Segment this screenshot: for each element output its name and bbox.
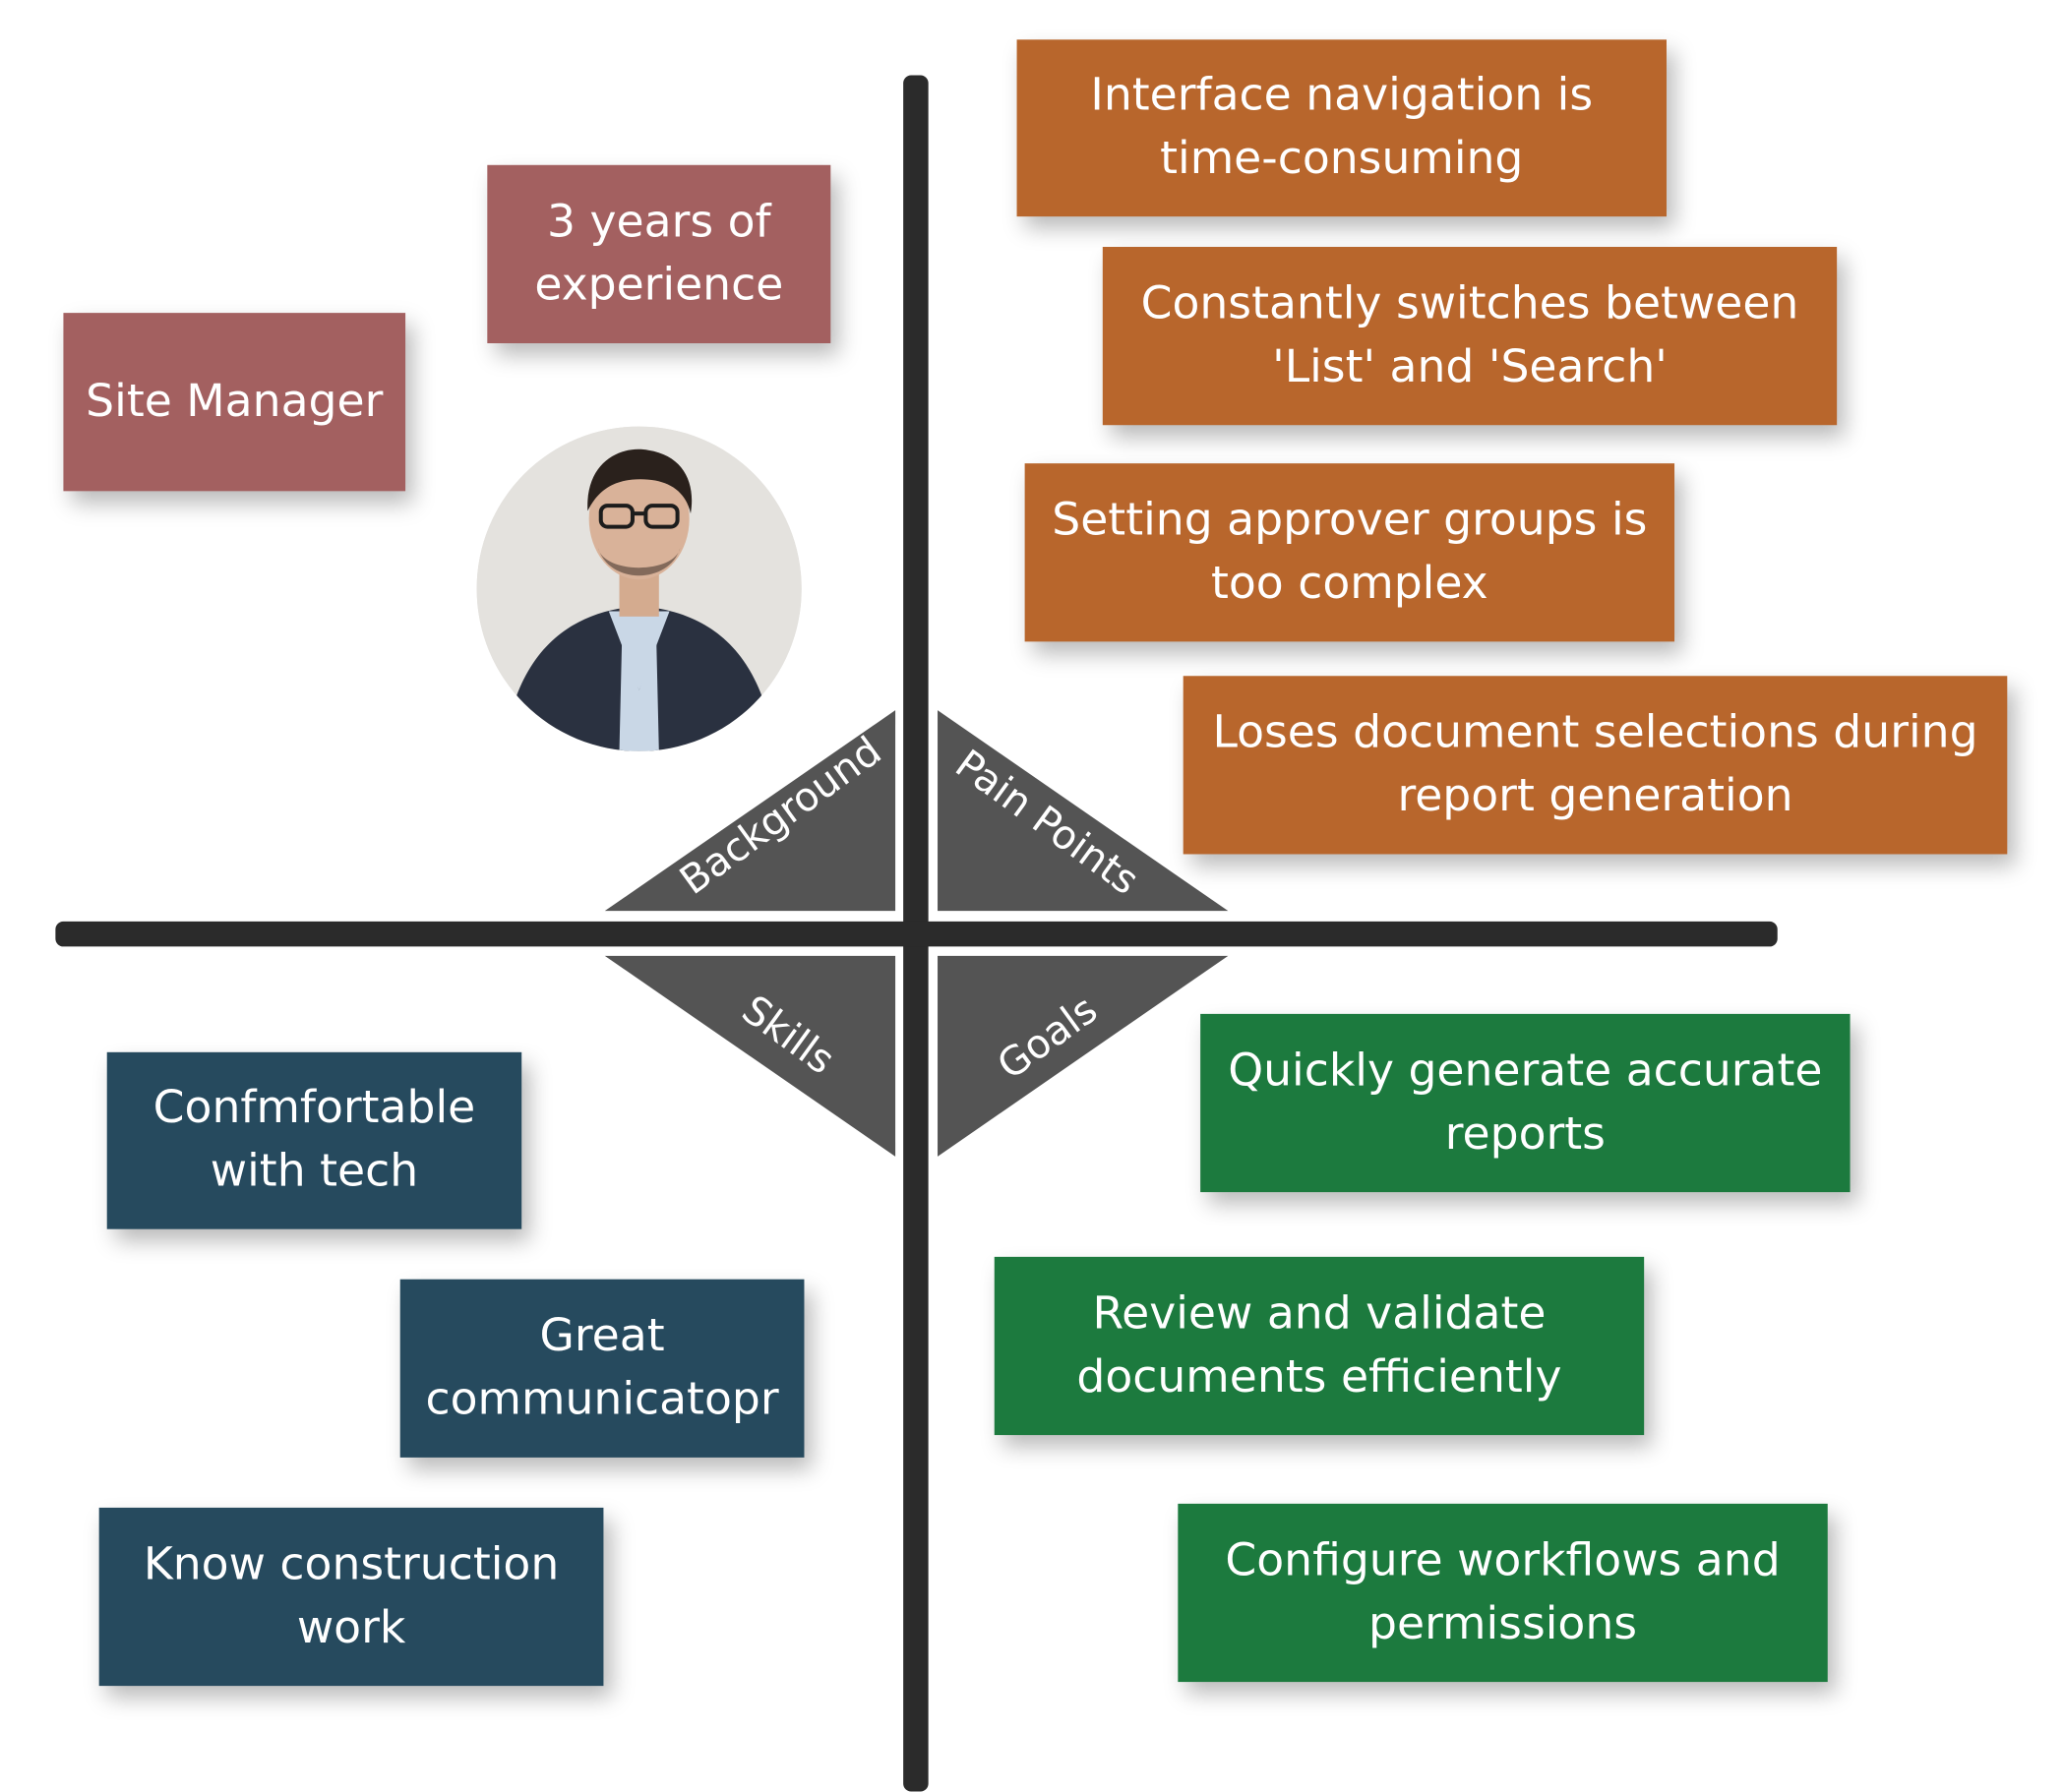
persona-avatar bbox=[476, 426, 802, 751]
background-card: Site Manager bbox=[63, 313, 406, 492]
goals-label-text: Goals bbox=[990, 987, 1106, 1089]
skill-card: Confmfortable with tech bbox=[106, 1051, 522, 1229]
persona-photo-icon bbox=[476, 426, 802, 751]
goal-card: Review and validate documents efficientl… bbox=[994, 1256, 1645, 1436]
pain-points-label-text: Pain Points bbox=[947, 742, 1147, 904]
goal-card: Configure workflows and permissions bbox=[1178, 1503, 1828, 1683]
skills-label-text: Skills bbox=[734, 987, 843, 1084]
skill-card: Know construction work bbox=[98, 1507, 604, 1687]
pain-point-card: Loses document selections during report … bbox=[1183, 676, 2008, 855]
goals-label: Goals bbox=[938, 955, 1229, 1157]
pain-point-card: Interface navigation is time-consuming bbox=[1016, 39, 1667, 217]
skill-card: Great communicatopr bbox=[399, 1279, 805, 1458]
pain-point-card: Constantly switches between 'List' and '… bbox=[1102, 247, 1838, 426]
pain-point-card: Setting approver groups is too complex bbox=[1024, 463, 1675, 642]
goal-card: Quickly generate accurate reports bbox=[1200, 1013, 1851, 1193]
background-label-text: Background bbox=[672, 729, 889, 904]
skills-label: Skills bbox=[604, 955, 896, 1157]
horizontal-axis bbox=[55, 921, 1778, 947]
background-card: 3 years of experience bbox=[487, 164, 831, 343]
